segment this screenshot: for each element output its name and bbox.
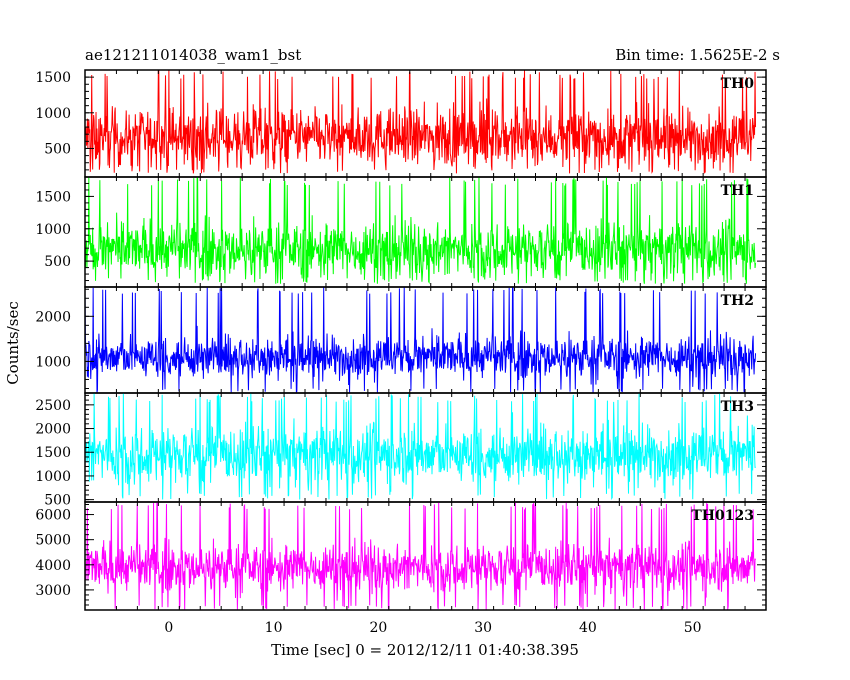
x-tick-label: 10 bbox=[265, 620, 283, 636]
y-tick-label: 4000 bbox=[35, 558, 71, 574]
x-tick-label: 20 bbox=[369, 620, 387, 636]
panel-label-th3: TH3 bbox=[721, 399, 754, 415]
panel-frame-th0123 bbox=[84, 501, 767, 611]
y-tick-label: 5000 bbox=[35, 533, 71, 549]
series-th0123 bbox=[85, 502, 756, 610]
y-tick-label: 2000 bbox=[35, 309, 71, 325]
y-tick-label: 500 bbox=[44, 493, 71, 509]
y-tick-label: 500 bbox=[44, 141, 71, 157]
series-th1 bbox=[85, 177, 757, 285]
x-tick-label: 30 bbox=[474, 620, 492, 636]
y-tick-label: 1500 bbox=[35, 445, 71, 461]
y-tick-label: 3000 bbox=[35, 583, 71, 599]
panel-label-th2: TH2 bbox=[721, 293, 754, 309]
y-tick-label: 500 bbox=[44, 254, 71, 270]
y-tick-label: 2500 bbox=[35, 398, 71, 414]
y-tick-label: 6000 bbox=[35, 508, 71, 524]
y-axis-label: Counts/sec bbox=[4, 301, 22, 385]
y-tick-label: 1000 bbox=[35, 469, 71, 485]
y-tick-label: 1500 bbox=[35, 189, 71, 205]
x-axis-label: Time [sec] 0 = 2012/12/11 01:40:38.395 bbox=[271, 641, 579, 659]
chart-title: ae121211014038_wam1_bst bbox=[85, 46, 301, 64]
series-th2 bbox=[85, 287, 757, 393]
panel-frame-th2 bbox=[84, 286, 767, 394]
y-tick-label: 1000 bbox=[35, 222, 71, 238]
x-tick-label: 0 bbox=[164, 620, 173, 636]
chart-subtitle: Bin time: 1.5625E-2 s bbox=[615, 46, 780, 64]
panel-label-th0: TH0 bbox=[721, 76, 755, 92]
y-tick-label: 1000 bbox=[35, 106, 71, 122]
y-tick-label: 1500 bbox=[35, 70, 71, 86]
panel-label-th0123: TH0123 bbox=[691, 508, 754, 524]
series-th3 bbox=[85, 393, 756, 501]
x-tick-label: 40 bbox=[579, 620, 597, 636]
panel-label-th1: TH1 bbox=[721, 183, 754, 199]
y-tick-label: 1000 bbox=[35, 354, 71, 370]
y-tick-label: 2000 bbox=[35, 422, 71, 438]
series-th0 bbox=[85, 70, 757, 174]
x-tick-label: 50 bbox=[684, 620, 702, 636]
